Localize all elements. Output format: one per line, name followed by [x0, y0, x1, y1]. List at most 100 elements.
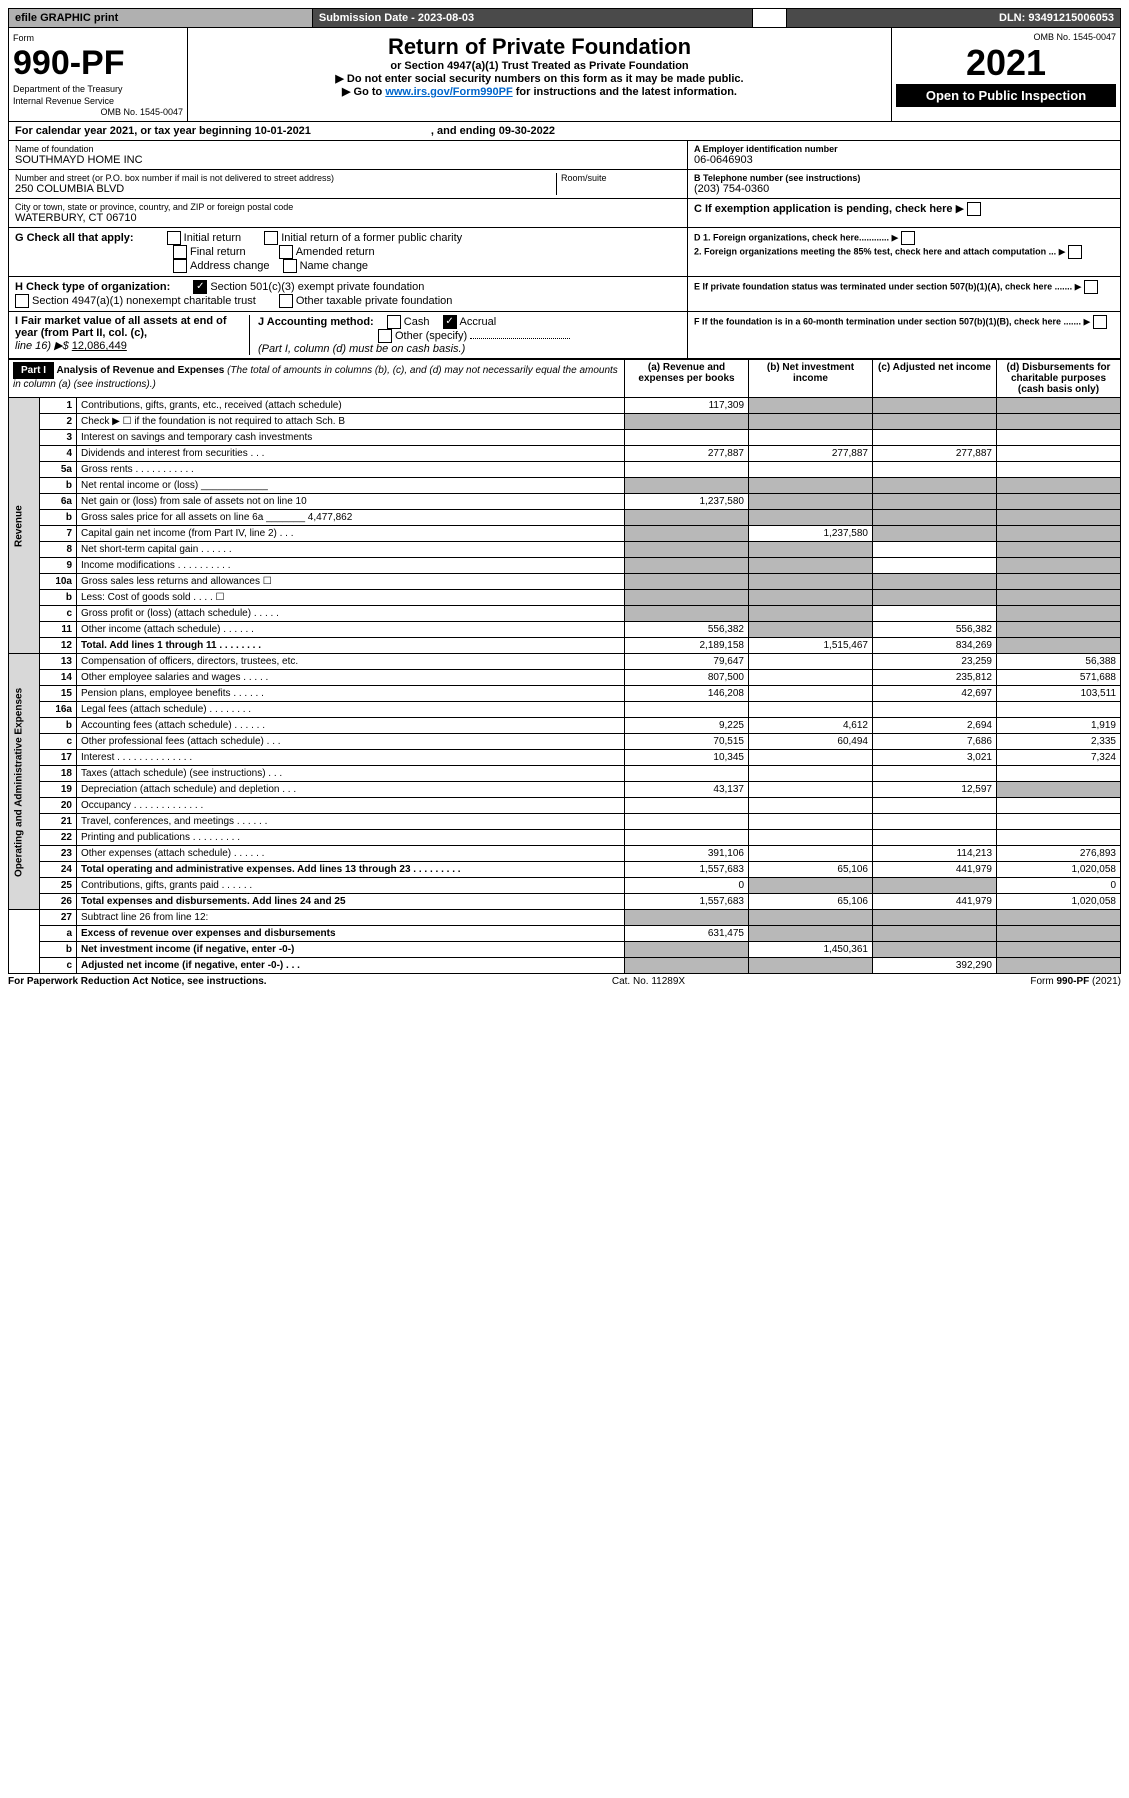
cell — [873, 606, 997, 622]
cell — [997, 606, 1121, 622]
cell: 556,382 — [625, 622, 749, 638]
j-cash-ck[interactable] — [387, 315, 401, 329]
line-num: 23 — [40, 846, 77, 862]
g-initial-ck[interactable] — [167, 231, 181, 245]
form-link[interactable]: www.irs.gov/Form990PF — [385, 86, 512, 98]
cell — [749, 910, 873, 926]
cell — [873, 814, 997, 830]
h3-ck[interactable] — [279, 294, 293, 308]
cell — [625, 910, 749, 926]
cell — [749, 430, 873, 446]
phone: (203) 754-0360 — [694, 183, 1114, 195]
line-num: 16a — [40, 702, 77, 718]
cell: 441,979 — [873, 894, 997, 910]
cell — [997, 766, 1121, 782]
table-row: cAdjusted net income (if negative, enter… — [9, 958, 1121, 974]
j-accrual-ck[interactable]: ✓ — [443, 315, 457, 329]
cell — [749, 878, 873, 894]
e-label: E If private foundation status was termi… — [694, 281, 1072, 291]
calendar-year: For calendar year 2021, or tax year begi… — [8, 122, 1121, 141]
ein-label: A Employer identification number — [694, 144, 1114, 154]
cell — [749, 478, 873, 494]
f-label: F If the foundation is in a 60-month ter… — [694, 316, 1081, 326]
cell: 392,290 — [873, 958, 997, 974]
g-final-ck[interactable] — [173, 245, 187, 259]
cell — [749, 766, 873, 782]
table-row: 19Depreciation (attach schedule) and dep… — [9, 782, 1121, 798]
cell — [625, 542, 749, 558]
dln: DLN: 93491215006053 — [786, 9, 1120, 28]
cell: 1,450,361 — [749, 942, 873, 958]
cell — [625, 510, 749, 526]
line-num: c — [40, 734, 77, 750]
f-ck[interactable] — [1093, 315, 1107, 329]
irs: Internal Revenue Service — [13, 96, 114, 106]
table-row: 5aGross rents . . . . . . . . . . . — [9, 462, 1121, 478]
cell: 1,020,058 — [997, 862, 1121, 878]
cell — [749, 782, 873, 798]
cell — [873, 398, 997, 414]
table-row: 20Occupancy . . . . . . . . . . . . . — [9, 798, 1121, 814]
efile-btn[interactable]: efile GRAPHIC print — [9, 9, 313, 28]
line-text: Adjusted net income (if negative, enter … — [77, 958, 625, 974]
cell — [873, 590, 997, 606]
g-addr-ck[interactable] — [173, 259, 187, 273]
expense-vlabel: Operating and Administrative Expenses — [9, 654, 40, 910]
cell: 834,269 — [873, 638, 997, 654]
e-ck[interactable] — [1084, 280, 1098, 294]
h1-ck[interactable]: ✓ — [193, 280, 207, 294]
cell — [997, 814, 1121, 830]
table-row: Operating and Administrative Expenses13C… — [9, 654, 1121, 670]
part1-badge: Part I — [13, 362, 54, 379]
cell — [625, 430, 749, 446]
cell: 103,511 — [997, 686, 1121, 702]
line-text: Pension plans, employee benefits . . . .… — [77, 686, 625, 702]
cell — [997, 798, 1121, 814]
revenue-vlabel: Revenue — [9, 398, 40, 654]
j-other-ck[interactable] — [378, 329, 392, 343]
line-text: Net rental income or (loss) ____________ — [77, 478, 625, 494]
cell — [749, 814, 873, 830]
d1: D 1. Foreign organizations, check here..… — [694, 232, 889, 242]
table-row: 2Check ▶ ☐ if the foundation is not requ… — [9, 414, 1121, 430]
line-num: b — [40, 478, 77, 494]
line-text: Income modifications . . . . . . . . . . — [77, 558, 625, 574]
line-text: Gross sales price for all assets on line… — [77, 510, 625, 526]
g-initial-former-ck[interactable] — [264, 231, 278, 245]
addr-label: Number and street (or P.O. box number if… — [15, 173, 556, 183]
cell — [749, 606, 873, 622]
cell — [873, 926, 997, 942]
line-num: 11 — [40, 622, 77, 638]
d1-ck[interactable] — [901, 231, 915, 245]
g-amended-ck[interactable] — [279, 245, 293, 259]
cell: 0 — [625, 878, 749, 894]
h2-ck[interactable] — [15, 294, 29, 308]
line-num: 8 — [40, 542, 77, 558]
table-row: bLess: Cost of goods sold . . . . ☐ — [9, 590, 1121, 606]
line-num: 10a — [40, 574, 77, 590]
table-row: bAccounting fees (attach schedule) . . .… — [9, 718, 1121, 734]
cell — [997, 574, 1121, 590]
cell — [997, 910, 1121, 926]
cell — [749, 574, 873, 590]
line-text: Subtract line 26 from line 12: — [77, 910, 625, 926]
cell: 70,515 — [625, 734, 749, 750]
h-label: H Check type of organization: — [15, 281, 170, 293]
line-num: b — [40, 942, 77, 958]
table-row: 16aLegal fees (attach schedule) . . . . … — [9, 702, 1121, 718]
g-name-ck[interactable] — [283, 259, 297, 273]
cell: 1,515,467 — [749, 638, 873, 654]
line-num: 6a — [40, 494, 77, 510]
line-text: Gross rents . . . . . . . . . . . — [77, 462, 625, 478]
cell — [625, 958, 749, 974]
table-row: bGross sales price for all assets on lin… — [9, 510, 1121, 526]
note1: ▶ Do not enter social security numbers o… — [194, 72, 885, 85]
cell — [873, 878, 997, 894]
c-checkbox[interactable] — [967, 202, 981, 216]
d2-ck[interactable] — [1068, 245, 1082, 259]
cell — [873, 526, 997, 542]
table-row: 17Interest . . . . . . . . . . . . . .10… — [9, 750, 1121, 766]
line-text: Occupancy . . . . . . . . . . . . . — [77, 798, 625, 814]
line-num: 12 — [40, 638, 77, 654]
form-header: Form 990-PF Department of the Treasury I… — [8, 28, 1121, 122]
